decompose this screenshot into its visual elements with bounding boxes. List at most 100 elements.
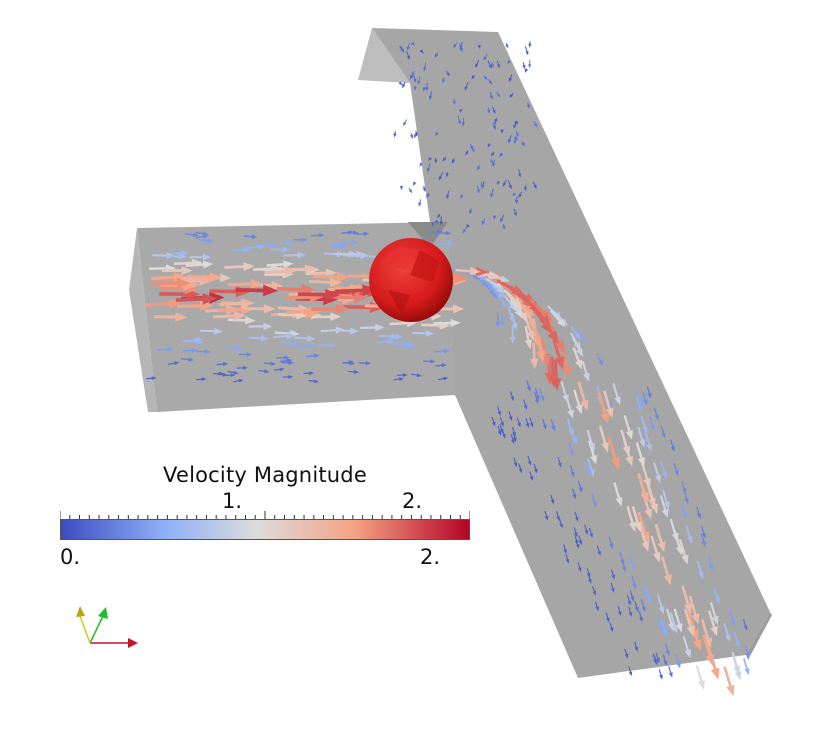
velocity-arrow-head [417, 80, 421, 85]
velocity-arrow-head [628, 671, 633, 677]
velocity-arrow-head [238, 378, 244, 383]
velocity-arrow-head [639, 439, 646, 448]
legend-tick-label-top-1: 1. [222, 489, 243, 513]
velocity-arrow-head [406, 55, 410, 60]
velocity-arrow-head [245, 316, 256, 325]
legend-tick-label-top-2: 2. [402, 489, 423, 513]
velocity-arrow-head [509, 315, 515, 324]
velocity-arrow-head [502, 182, 507, 187]
velocity-arrow-head [191, 347, 199, 353]
velocity-arrow-head [637, 405, 643, 413]
velocity-arrow-head [592, 501, 597, 508]
velocity-arrow-head [638, 457, 645, 467]
velocity-arrow-head [511, 284, 525, 296]
velocity-arrow-head [488, 80, 493, 85]
velocity-arrow-head [362, 284, 378, 297]
velocity-arrow-head [283, 260, 294, 269]
velocity-arrow-head [595, 606, 599, 612]
velocity-arrow-head [554, 356, 565, 370]
velocity-arrow-head [411, 41, 415, 47]
velocity-arrow-head [330, 277, 343, 288]
velocity-arrow-head [402, 121, 407, 127]
velocity-arrow-head [625, 455, 634, 467]
velocity-arrow-head [590, 454, 598, 465]
velocity-arrow-head [204, 349, 211, 355]
velocity-arrow-head [557, 462, 562, 468]
velocity-arrow-head [477, 44, 481, 50]
velocity-arrow-head [423, 67, 427, 72]
velocity-arrow-head [574, 333, 582, 341]
velocity-arrow-head [450, 318, 461, 327]
velocity-arrow-head [511, 322, 518, 331]
axis-z-line [79, 615, 91, 644]
velocity-arrow-head [675, 545, 683, 556]
velocity-arrow-head [551, 378, 562, 391]
velocity-arrow-head [492, 125, 496, 130]
velocity-arrow-head [512, 297, 522, 307]
velocity-arrow-head [279, 367, 285, 372]
velocity-arrow-head [354, 292, 369, 304]
velocity-arrow-head [375, 323, 385, 332]
velocity-arrow-head [167, 346, 174, 352]
velocity-arrow-head [452, 304, 465, 314]
velocity-arrow-head [578, 487, 583, 493]
velocity-arrow-head [306, 343, 314, 350]
orientation-axes [76, 606, 138, 648]
velocity-arrow-head [500, 275, 510, 282]
velocity-arrow-head [522, 65, 526, 70]
velocity-arrow-head [419, 49, 424, 54]
velocity-arrow-head [483, 76, 488, 81]
velocity-arrow-head [497, 285, 506, 294]
velocity-arrow-head [416, 373, 422, 378]
velocity-arrow-head [428, 156, 432, 161]
velocity-arrow-head [313, 353, 320, 359]
velocity-arrow-head [698, 571, 704, 580]
velocity-arrow-head [465, 151, 469, 156]
velocity-arrow-head [422, 187, 426, 192]
velocity-arrow-head [340, 243, 348, 250]
velocity-arrow-head [526, 330, 535, 342]
velocity-arrow-head [611, 574, 615, 580]
obstacle-sphere [369, 238, 453, 322]
velocity-arrow-head [574, 516, 579, 522]
velocity-arrow-head [330, 312, 341, 322]
velocity-arrow-head [557, 318, 566, 328]
velocity-arrow-head [269, 242, 277, 248]
velocity-arrow-head [654, 414, 659, 421]
velocity-arrow-head [586, 469, 592, 477]
velocity-arrow-head [674, 470, 679, 476]
velocity-arrow-head [470, 267, 481, 276]
velocity-arrow-head [513, 462, 518, 468]
axis-x-arrow-icon [128, 638, 138, 648]
velocity-arrow-head [495, 321, 501, 328]
velocity-arrow-head [201, 377, 207, 382]
velocity-arrow-head [240, 298, 253, 309]
vertical-channel-front [372, 28, 770, 678]
velocity-arrow-head [515, 132, 519, 138]
legend-tick-label-bottom-max: 2. [420, 545, 441, 569]
velocity-arrow-head [365, 361, 371, 366]
velocity-arrow-head [500, 421, 504, 427]
legend-ticks [60, 511, 470, 519]
velocity-arrow-head [598, 360, 604, 367]
velocity-arrow-head [634, 646, 638, 652]
velocity-arrow-head [589, 533, 593, 539]
velocity-arrow-head [304, 264, 317, 274]
velocity-arrow-head [533, 184, 537, 189]
velocity-arrow-head [196, 338, 205, 345]
velocity-arrow-head [414, 132, 418, 137]
velocity-arrow-head [490, 193, 494, 198]
velocity-arrow-head [621, 566, 627, 573]
velocity-arrow-head [202, 231, 209, 236]
velocity-arrow-head [286, 358, 293, 363]
velocity-arrow-head [734, 641, 740, 649]
velocity-arrow-head [681, 488, 687, 495]
velocity-arrow-head [429, 95, 433, 100]
velocity-arrow-head [494, 118, 498, 124]
velocity-arrow-head [686, 625, 695, 637]
velocity-arrow-head [489, 160, 494, 165]
velocity-arrow-head [559, 523, 563, 529]
velocity-arrow-head [656, 658, 660, 664]
velocity-arrow-head [406, 46, 410, 51]
